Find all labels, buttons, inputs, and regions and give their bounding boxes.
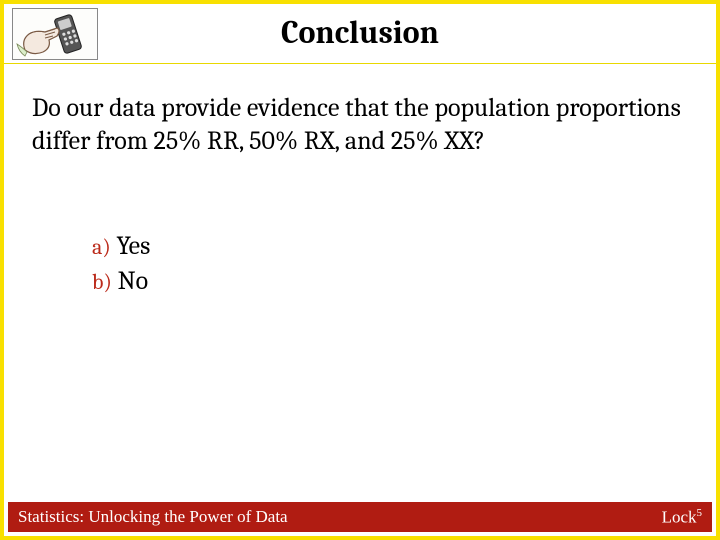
option-label: a) xyxy=(92,234,111,260)
option-a[interactable]: a) Yes xyxy=(92,229,688,264)
body: Do our data provide evidence that the po… xyxy=(4,64,716,299)
footer-bar: Statistics: Unlocking the Power of Data … xyxy=(8,502,712,532)
header: Conclusion xyxy=(4,4,716,64)
footer-right-text: Lock5 xyxy=(662,507,702,528)
option-text: Yes xyxy=(116,231,150,261)
footer-brand: Lock xyxy=(662,507,697,526)
options-list: a) Yes b) No xyxy=(92,229,688,299)
footer-left-text: Statistics: Unlocking the Power of Data xyxy=(18,507,288,527)
option-b[interactable]: b) No xyxy=(92,264,688,299)
question-text: Do our data provide evidence that the po… xyxy=(32,92,688,157)
slide-container: Conclusion Do our data provide evidence … xyxy=(0,0,720,540)
slide-title: Conclusion xyxy=(4,14,716,51)
option-text: No xyxy=(118,266,149,296)
footer-sup: 5 xyxy=(697,507,703,519)
option-label: b) xyxy=(92,269,112,295)
